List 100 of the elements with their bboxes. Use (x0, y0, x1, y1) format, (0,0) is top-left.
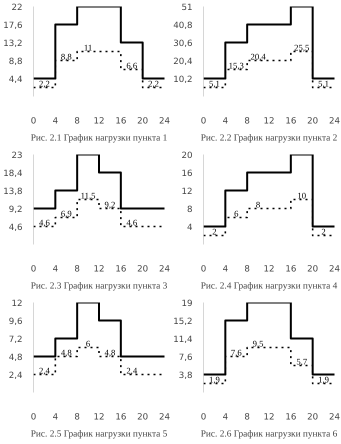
y-tick-label: 12 (181, 187, 192, 197)
x-tick-label: 24 (328, 264, 340, 274)
x-tick-label: 24 (328, 116, 340, 126)
data-label: 1,9 (209, 374, 220, 384)
x-tick-label: 12 (263, 264, 275, 274)
data-label: 2,4 (126, 366, 138, 376)
data-label: 5,1 (318, 78, 329, 88)
x-tick-label: 16 (285, 116, 296, 126)
data-label: 10 (297, 190, 306, 200)
text: Рис. 2.1 График нагрузки пункта 1 (30, 134, 168, 144)
x-tick-label: 20 (137, 412, 148, 422)
x-tick-label: 4 (52, 412, 59, 422)
y-tick-label: 3,8 (178, 371, 193, 381)
data-label: 5,7 (296, 356, 308, 366)
data-label: 2,2 (148, 78, 159, 88)
x-tick-label: 4 (52, 116, 59, 126)
data-label: 6 (86, 338, 91, 348)
y-tick-label: 7,6 (178, 353, 193, 363)
x-tick-label: 8 (244, 116, 250, 126)
data-label: 2 (212, 226, 217, 236)
x-tick-label: 16 (115, 116, 126, 126)
x-tick-label: 12 (263, 412, 275, 422)
y-tick-label: 22 (11, 3, 22, 13)
x-tick-label: 0 (30, 264, 36, 274)
data-label: 4,8 (104, 348, 116, 358)
y-tick-label: 8 (186, 205, 193, 215)
text: Рис. 2.5 График нагрузки пункта 5 (30, 430, 168, 440)
data-label: 20,4 (250, 52, 266, 62)
data-label: 6,9 (60, 208, 72, 218)
y-tick-label: 17,6 (3, 21, 23, 31)
y-tick-label: 40,8 (173, 21, 193, 31)
y-tick-label: 4,8 (8, 353, 23, 363)
y-tick-label: 15,2 (173, 317, 193, 327)
data-label: 4,6 (39, 218, 50, 228)
x-tick-label: 4 (222, 264, 229, 274)
data-label: 11 (84, 42, 92, 52)
x-tick-label: 0 (30, 412, 36, 422)
x-tick-label: 8 (244, 412, 250, 422)
data-label: 8,8 (60, 52, 72, 62)
data-label: 9,2 (104, 200, 116, 210)
data-label: 2 (321, 226, 326, 236)
y-tick-label: 11,4 (173, 335, 193, 345)
x-tick-label: 4 (222, 412, 229, 422)
y-tick-label: 51 (181, 3, 192, 13)
data-label: 4,6 (126, 218, 138, 228)
data-label: 8 (256, 200, 260, 210)
x-tick-label: 8 (74, 116, 80, 126)
y-tick-label: 12 (11, 299, 22, 309)
x-tick-label: 12 (93, 264, 105, 274)
text: Рис. 2.3 График нагрузки пункта 3 (30, 282, 168, 292)
data-label: 5,1 (209, 78, 220, 88)
text: Рис. 2.4 График нагрузки пункта 4 (200, 282, 338, 292)
y-tick-label: 13,8 (3, 187, 23, 197)
x-tick-label: 12 (93, 116, 105, 126)
text: Рис. 2.2 График нагрузки пункта 2 (200, 134, 338, 144)
y-tick-label: 30,6 (173, 39, 193, 49)
x-tick-label: 8 (74, 264, 80, 274)
y-tick-label: 4,4 (8, 75, 23, 85)
x-tick-label: 16 (285, 412, 296, 422)
y-tick-label: 23 (11, 151, 22, 161)
x-tick-label: 16 (115, 412, 126, 422)
x-tick-label: 4 (52, 264, 59, 274)
text: Рис. 2.6 График нагрузки пункта 6 (200, 430, 338, 440)
y-tick-label: 20 (181, 151, 192, 161)
data-label: 9,5 (252, 338, 264, 348)
data-label: 2,4 (39, 366, 50, 376)
x-tick-label: 12 (263, 116, 275, 126)
data-label: 11,5 (80, 190, 96, 200)
y-tick-label: 8,8 (8, 57, 23, 67)
x-tick-label: 0 (200, 264, 206, 274)
y-tick-label: 4,6 (8, 223, 23, 233)
x-tick-label: 20 (307, 116, 318, 126)
x-tick-label: 0 (200, 412, 206, 422)
data-label: 4,8 (60, 348, 72, 358)
y-tick-label: 7,2 (8, 335, 23, 345)
x-tick-label: 20 (307, 412, 318, 422)
x-tick-label: 0 (30, 116, 36, 126)
data-label: 2,2 (39, 78, 50, 88)
x-tick-label: 16 (285, 264, 296, 274)
y-tick-label: 9,2 (8, 205, 23, 215)
x-tick-label: 24 (158, 412, 170, 422)
y-tick-label: 13,2 (3, 39, 23, 49)
y-tick-label: 16 (181, 169, 192, 179)
x-tick-label: 16 (115, 264, 126, 274)
y-tick-label: 19 (181, 299, 192, 309)
data-label: 25,5 (294, 42, 310, 52)
x-tick-label: 4 (222, 116, 229, 126)
y-tick-label: 9,6 (8, 317, 23, 327)
data-label: 15,3 (228, 60, 244, 70)
x-tick-label: 24 (158, 264, 170, 274)
x-tick-label: 8 (74, 412, 80, 422)
x-tick-label: 24 (158, 116, 170, 126)
y-tick-label: 2,4 (8, 371, 23, 381)
x-tick-label: 24 (328, 412, 340, 422)
data-label: 7,6 (230, 348, 242, 358)
x-tick-label: 8 (244, 264, 250, 274)
x-tick-label: 12 (93, 412, 105, 422)
data-label: 1,9 (318, 374, 329, 384)
data-label: 6 (234, 208, 240, 218)
y-tick-label: 10,2 (173, 75, 193, 85)
